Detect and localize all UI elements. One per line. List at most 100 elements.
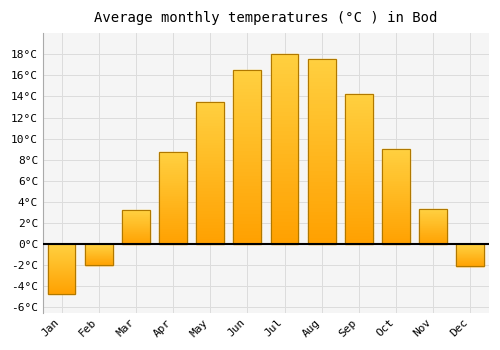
Bar — [48, 248, 76, 249]
Bar — [419, 217, 447, 218]
Bar — [345, 118, 373, 121]
Bar — [159, 158, 187, 160]
Bar — [270, 202, 298, 206]
Bar — [456, 246, 484, 247]
Bar — [382, 240, 410, 242]
Bar — [159, 228, 187, 229]
Bar — [308, 121, 336, 125]
Bar — [419, 230, 447, 231]
Bar — [196, 218, 224, 221]
Bar — [419, 215, 447, 216]
Bar — [122, 226, 150, 227]
Bar — [159, 239, 187, 240]
Bar — [270, 157, 298, 161]
Bar — [382, 231, 410, 233]
Bar — [419, 209, 447, 244]
Bar — [382, 185, 410, 187]
Bar — [234, 168, 262, 171]
Bar — [85, 262, 112, 263]
Bar — [308, 170, 336, 174]
Bar — [159, 183, 187, 186]
Bar — [345, 175, 373, 178]
Bar — [85, 247, 112, 248]
Bar — [270, 138, 298, 142]
Bar — [159, 200, 187, 202]
Bar — [48, 244, 76, 294]
Bar — [345, 217, 373, 220]
Bar — [270, 126, 298, 130]
Bar — [234, 164, 262, 168]
Bar — [345, 97, 373, 100]
Bar — [234, 216, 262, 220]
Bar — [270, 214, 298, 218]
Bar — [85, 251, 112, 252]
Bar — [48, 283, 76, 284]
Bar — [122, 241, 150, 242]
Bar — [270, 233, 298, 237]
Bar — [234, 108, 262, 112]
Bar — [234, 136, 262, 140]
Bar — [382, 170, 410, 172]
Bar — [196, 176, 224, 178]
Bar — [456, 259, 484, 260]
Bar — [159, 162, 187, 163]
Bar — [308, 107, 336, 111]
Bar — [419, 228, 447, 229]
Bar — [159, 205, 187, 208]
Bar — [382, 168, 410, 170]
Bar — [270, 58, 298, 62]
Bar — [48, 263, 76, 264]
Bar — [419, 225, 447, 226]
Bar — [345, 142, 373, 145]
Bar — [159, 224, 187, 226]
Bar — [419, 241, 447, 242]
Bar — [419, 221, 447, 222]
Bar — [159, 208, 187, 209]
Bar — [456, 253, 484, 254]
Bar — [419, 222, 447, 223]
Bar — [196, 187, 224, 190]
Bar — [382, 197, 410, 198]
Bar — [345, 121, 373, 124]
Bar — [159, 195, 187, 196]
Bar — [382, 193, 410, 195]
Bar — [196, 102, 224, 105]
Bar — [456, 245, 484, 246]
Bar — [345, 157, 373, 160]
Bar — [270, 183, 298, 187]
Bar — [270, 153, 298, 157]
Bar — [234, 202, 262, 206]
Bar — [48, 264, 76, 265]
Bar — [48, 265, 76, 266]
Bar — [345, 220, 373, 223]
Bar — [456, 250, 484, 251]
Bar — [122, 221, 150, 222]
Bar — [456, 256, 484, 257]
Bar — [419, 233, 447, 234]
Bar — [308, 133, 336, 136]
Bar — [345, 193, 373, 196]
Bar — [419, 223, 447, 224]
Bar — [196, 107, 224, 110]
Bar — [382, 233, 410, 234]
Bar — [270, 130, 298, 134]
Bar — [345, 136, 373, 139]
Bar — [345, 139, 373, 142]
Bar — [48, 261, 76, 262]
Bar — [196, 156, 224, 159]
Bar — [308, 99, 336, 103]
Bar — [159, 215, 187, 217]
Bar — [308, 111, 336, 114]
Bar — [196, 173, 224, 176]
Bar — [122, 229, 150, 230]
Bar — [345, 223, 373, 226]
Bar — [308, 222, 336, 225]
Bar — [48, 291, 76, 292]
Bar — [122, 212, 150, 213]
Bar — [85, 246, 112, 247]
Bar — [122, 242, 150, 243]
Bar — [196, 105, 224, 107]
Bar — [234, 206, 262, 209]
Bar — [270, 122, 298, 126]
Bar — [419, 224, 447, 225]
